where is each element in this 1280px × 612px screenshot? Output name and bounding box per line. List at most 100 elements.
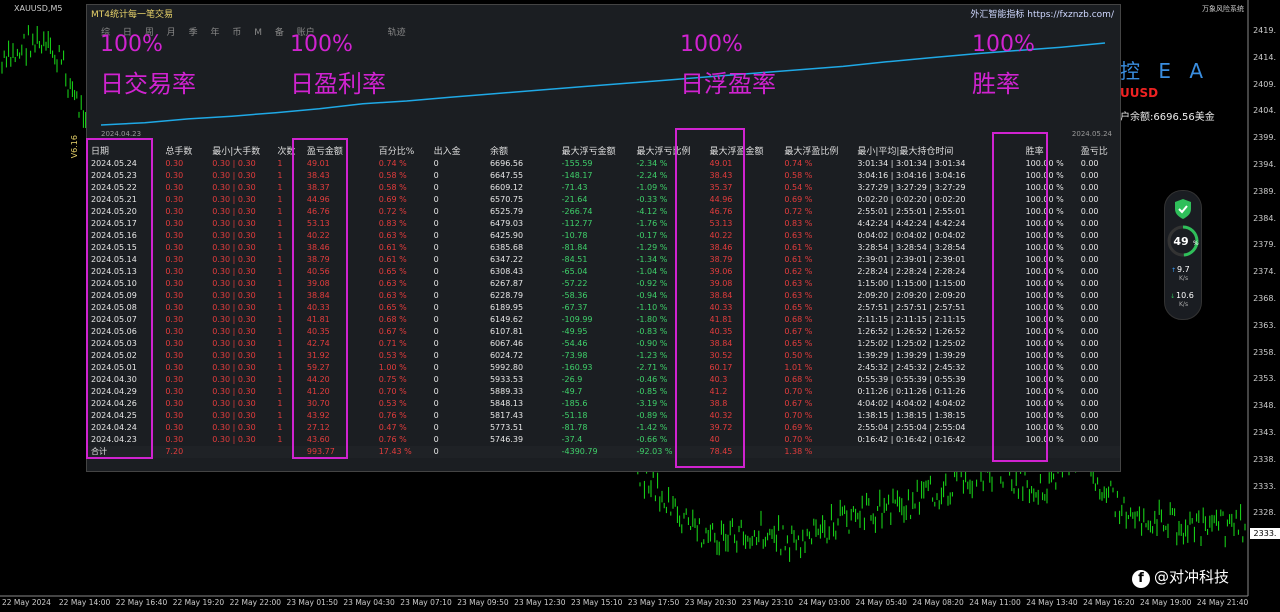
col-header-total-lots[interactable]: 总手数 bbox=[165, 147, 193, 157]
cell-date: 2024.04.29 bbox=[91, 387, 137, 396]
cell-max-float-loss-pct: -1.23 % bbox=[636, 351, 668, 360]
table-row[interactable]: 2024.04.25 0.30 0.30 | 0.30 1 43.92 0.76 % 0 58… bbox=[87, 410, 1120, 422]
cell-max-float-loss: -37.4 bbox=[561, 435, 583, 444]
table-header-row: 日期 总手数 最小|大手数 次数 盈亏金额 百分比% 出入金 余额 最大浮亏金额 最大浮亏比例 最大… bbox=[87, 143, 1120, 158]
cell-date: 2024.05.21 bbox=[91, 195, 137, 204]
table-row[interactable]: 2024.05.01 0.30 0.30 | 0.30 1 59.27 1.00 % 0 59… bbox=[87, 362, 1120, 374]
cell-date: 2024.05.06 bbox=[91, 327, 137, 336]
cell-total-lots: 0.30 bbox=[165, 171, 184, 180]
col-header-percent[interactable]: 百分比% bbox=[378, 147, 415, 157]
col-header-pnl[interactable]: 盈亏金额 bbox=[306, 147, 343, 157]
table-row[interactable]: 2024.04.30 0.30 0.30 | 0.30 1 44.20 0.75 % 0 59… bbox=[87, 374, 1120, 386]
cell-max-float-loss-pct: -2.71 % bbox=[636, 363, 668, 372]
net-speed-widget[interactable]: 49 % ↑ 9.7 K/s ↓ 10.6 K/s bbox=[1164, 190, 1202, 320]
table-row[interactable]: 2024.05.10 0.30 0.30 | 0.30 1 39.08 0.63 % 0 62… bbox=[87, 278, 1120, 290]
col-header-hold-time[interactable]: 最小|平均|最大持仓时间 bbox=[857, 147, 954, 157]
col-header-balance[interactable]: 余额 bbox=[489, 147, 508, 157]
tab-trajectory[interactable]: 轨迹 bbox=[387, 28, 406, 38]
price-axis-label: 2409. bbox=[1253, 79, 1276, 89]
current-price-tag: 2333. bbox=[1250, 528, 1280, 539]
overlay-label-profit-rate: 日盈利率 bbox=[290, 70, 386, 98]
table-row[interactable]: 2024.05.14 0.30 0.30 | 0.30 1 38.79 0.61 % 0 63… bbox=[87, 254, 1120, 266]
col-header-win-rate[interactable]: 胜率 bbox=[1025, 147, 1044, 157]
tab-day[interactable]: 日 bbox=[122, 28, 132, 38]
table-row[interactable]: 2024.05.09 0.30 0.30 | 0.30 1 38.84 0.63 % 0 62… bbox=[87, 290, 1120, 302]
cell-pnl-ratio: 0.00 bbox=[1080, 219, 1099, 228]
table-row[interactable]: 2024.04.24 0.30 0.30 | 0.30 1 27.12 0.47 % 0 57… bbox=[87, 422, 1120, 434]
cell-percent: 0.75 % bbox=[378, 375, 407, 384]
cell-max-float-loss-pct: -4.12 % bbox=[636, 207, 668, 216]
cell-total-lots: 0.30 bbox=[165, 423, 184, 432]
watermark-text: @对冲科技 bbox=[1154, 568, 1230, 586]
cell-deposit: 0 bbox=[433, 279, 439, 288]
tab-account[interactable]: 账户 bbox=[296, 28, 315, 38]
cell-pnl: 40.56 bbox=[306, 267, 330, 276]
table-row[interactable]: 2024.05.06 0.30 0.30 | 0.30 1 40.35 0.67 % 0 61… bbox=[87, 326, 1120, 338]
cell-max-float-profit-pct: 1.01 % bbox=[784, 363, 813, 372]
tab-overview[interactable]: 综 bbox=[101, 28, 111, 38]
table-row[interactable]: 2024.05.08 0.30 0.30 | 0.30 1 40.33 0.65 % 0 61… bbox=[87, 302, 1120, 314]
cell-percent: 0.53 % bbox=[378, 351, 407, 360]
price-axis-label: 2368. bbox=[1253, 294, 1276, 303]
table-row[interactable]: 2024.05.20 0.30 0.30 | 0.30 1 46.76 0.72 % 0 65… bbox=[87, 206, 1120, 218]
tab-note[interactable]: 备 bbox=[274, 28, 284, 38]
cell-total-lots: 0.30 bbox=[165, 159, 184, 168]
cell-pnl-ratio: 0.00 bbox=[1080, 207, 1099, 216]
col-header-date[interactable]: 日期 bbox=[91, 147, 110, 157]
table-row[interactable]: 2024.05.22 0.30 0.30 | 0.30 1 38.37 0.58 % 0 66… bbox=[87, 182, 1120, 194]
download-unit: K/s bbox=[1179, 301, 1188, 308]
cell-min-max-lots: 0.30 | 0.30 bbox=[212, 363, 256, 372]
table-row[interactable]: 2024.05.07 0.30 0.30 | 0.30 1 41.81 0.68 % 0 61… bbox=[87, 314, 1120, 326]
col-header-count[interactable]: 次数 bbox=[277, 147, 296, 157]
cell-max-float-loss-pct: -1.04 % bbox=[636, 267, 668, 276]
cell-max-float-profit: 39.08 bbox=[709, 279, 733, 288]
col-header-min-max-lots[interactable]: 最小|大手数 bbox=[212, 147, 261, 157]
cell-deposit: 0 bbox=[433, 231, 439, 240]
cell-count: 1 bbox=[277, 399, 283, 408]
table-row[interactable]: 2024.05.16 0.30 0.30 | 0.30 1 40.22 0.63 % 0 64… bbox=[87, 230, 1120, 242]
table-row[interactable]: 2024.05.03 0.30 0.30 | 0.30 1 42.74 0.71 % 0 60… bbox=[87, 338, 1120, 350]
col-header-max-float-loss-pct[interactable]: 最大浮亏比例 bbox=[636, 147, 691, 157]
tab-quarter[interactable]: 季 bbox=[188, 28, 198, 38]
cell-percent: 0.70 % bbox=[378, 387, 407, 396]
price-axis-label: 2389. bbox=[1253, 186, 1276, 196]
tab-magic[interactable]: M bbox=[254, 28, 262, 38]
cell-min-max-lots: 0.30 | 0.30 bbox=[212, 411, 256, 420]
table-row[interactable]: 2024.04.26 0.30 0.30 | 0.30 1 30.70 0.53 % 0 58… bbox=[87, 398, 1120, 410]
col-header-max-float-profit[interactable]: 最大浮盈金额 bbox=[709, 147, 764, 157]
cell-win-rate: 100.00 % bbox=[1025, 315, 1064, 324]
tab-year[interactable]: 年 bbox=[210, 28, 220, 38]
cell-date: 2024.04.24 bbox=[91, 423, 137, 432]
table-row[interactable]: 2024.05.15 0.30 0.30 | 0.30 1 38.46 0.61 % 0 63… bbox=[87, 242, 1120, 254]
ea-balance: 户余额:6696.56美金 bbox=[1120, 112, 1215, 123]
table-row[interactable]: 2024.05.23 0.30 0.30 | 0.30 1 38.43 0.58 % 0 66… bbox=[87, 170, 1120, 182]
table-row[interactable]: 2024.04.23 0.30 0.30 | 0.30 1 43.60 0.76 % 0 57… bbox=[87, 434, 1120, 446]
col-header-max-float-profit-pct[interactable]: 最大浮盈比例 bbox=[784, 147, 839, 157]
table-row[interactable]: 2024.05.17 0.30 0.30 | 0.30 1 53.13 0.83 % 0 64… bbox=[87, 218, 1120, 230]
cell-win-rate: 100.00 % bbox=[1025, 411, 1064, 420]
table-row[interactable]: 2024.05.21 0.30 0.30 | 0.30 1 44.96 0.69 % 0 65… bbox=[87, 194, 1120, 206]
table-row[interactable]: 2024.05.24 0.30 0.30 | 0.30 1 49.01 0.74 % 0 66… bbox=[87, 158, 1120, 170]
tab-currency[interactable]: 币 bbox=[232, 28, 242, 38]
cell-percent: 1.00 % bbox=[378, 363, 407, 372]
cell-max-float-profit-pct: 0.61 % bbox=[784, 255, 813, 264]
table-row[interactable]: 2024.05.02 0.30 0.30 | 0.30 1 31.92 0.53 % 0 60… bbox=[87, 350, 1120, 362]
table-row[interactable]: 2024.05.13 0.30 0.30 | 0.30 1 40.56 0.65 % 0 63… bbox=[87, 266, 1120, 278]
cell-balance: 6479.03 bbox=[489, 219, 524, 228]
tab-month[interactable]: 月 bbox=[166, 28, 176, 38]
col-header-deposit[interactable]: 出入金 bbox=[433, 147, 461, 157]
cell-pnl: 31.92 bbox=[306, 351, 330, 360]
cell-max-float-profit-pct: 0.67 % bbox=[784, 399, 813, 408]
tab-week[interactable]: 周 bbox=[144, 28, 154, 38]
overlay-pct-profit-rate: 100% bbox=[290, 32, 353, 57]
time-axis-label: 24 May 21:40 bbox=[1196, 598, 1249, 607]
time-axis-label: 23 May 17:50 bbox=[627, 598, 680, 607]
panel-link[interactable]: 外汇智能指标 https://fxznzb.com/ bbox=[970, 10, 1114, 20]
cell-date: 2024.04.23 bbox=[91, 435, 137, 444]
table-row[interactable]: 2024.04.29 0.30 0.30 | 0.30 1 41.20 0.70 % 0 58… bbox=[87, 386, 1120, 398]
price-axis-label: 2394. bbox=[1253, 160, 1276, 169]
col-header-pnl-ratio[interactable]: 盈亏比 bbox=[1080, 147, 1108, 157]
col-header-max-float-loss[interactable]: 最大浮亏金额 bbox=[561, 147, 616, 157]
cell-min-max-lots: 0.30 | 0.30 bbox=[212, 243, 256, 252]
cell-win-rate: 100.00 % bbox=[1025, 327, 1064, 336]
